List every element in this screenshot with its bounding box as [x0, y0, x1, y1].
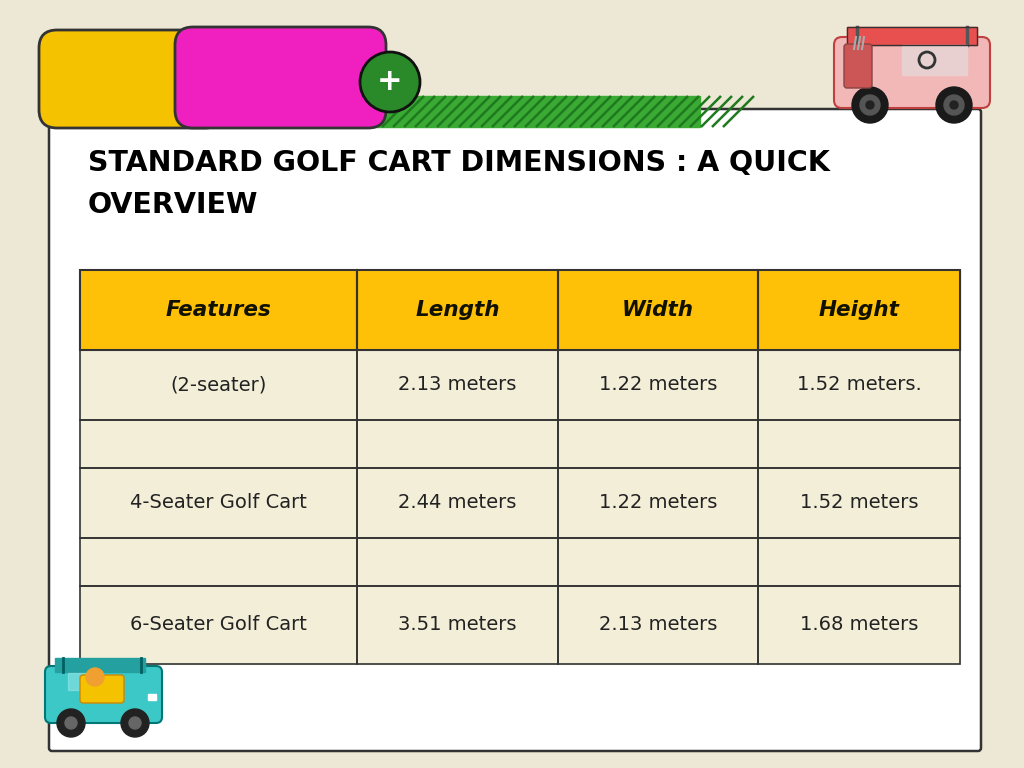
Bar	[80, 270, 357, 350]
Bar	[759, 468, 961, 538]
Polygon shape	[68, 673, 98, 690]
Bar	[759, 538, 961, 586]
Bar	[80, 420, 357, 468]
Circle shape	[950, 101, 958, 109]
Bar	[357, 538, 558, 586]
Circle shape	[936, 87, 972, 123]
Bar	[759, 468, 961, 538]
Bar	[759, 350, 961, 420]
Circle shape	[129, 717, 141, 729]
Text: Width: Width	[623, 300, 694, 320]
Circle shape	[852, 87, 888, 123]
Bar	[759, 420, 961, 468]
Bar	[759, 350, 961, 420]
Bar	[80, 538, 357, 586]
Bar	[357, 350, 558, 420]
Text: 1.52 meters.: 1.52 meters.	[797, 376, 922, 395]
Text: 1.52 meters: 1.52 meters	[800, 494, 919, 512]
FancyBboxPatch shape	[834, 37, 990, 108]
Bar	[55, 658, 145, 672]
FancyBboxPatch shape	[45, 666, 162, 723]
Circle shape	[86, 668, 104, 686]
Circle shape	[57, 709, 85, 737]
Bar	[357, 420, 558, 468]
Bar	[558, 350, 759, 420]
Circle shape	[121, 709, 150, 737]
Bar	[759, 270, 961, 350]
Bar	[80, 350, 357, 420]
Circle shape	[65, 717, 77, 729]
Text: Length: Length	[416, 300, 500, 320]
FancyBboxPatch shape	[844, 44, 872, 88]
Bar	[52, 96, 700, 127]
Bar	[80, 270, 357, 350]
Bar	[759, 270, 961, 350]
Text: 1.68 meters: 1.68 meters	[800, 615, 919, 634]
Text: 3.51 meters: 3.51 meters	[398, 615, 517, 634]
Bar	[357, 350, 558, 420]
Text: OVERVIEW: OVERVIEW	[88, 191, 258, 219]
Bar	[80, 586, 357, 664]
Bar	[357, 468, 558, 538]
Bar	[847, 27, 977, 45]
Text: 4-Seater Golf Cart: 4-Seater Golf Cart	[130, 494, 307, 512]
Bar	[558, 468, 759, 538]
Text: +: +	[377, 68, 402, 97]
Text: 2.13 meters: 2.13 meters	[599, 615, 718, 634]
Bar	[558, 350, 759, 420]
Bar	[357, 586, 558, 664]
Circle shape	[944, 95, 964, 115]
Bar	[558, 270, 759, 350]
Bar	[357, 468, 558, 538]
Text: 2.44 meters: 2.44 meters	[398, 494, 517, 512]
Bar	[558, 468, 759, 538]
Bar	[759, 586, 961, 664]
FancyBboxPatch shape	[39, 30, 223, 128]
Bar	[80, 586, 357, 664]
Bar	[80, 538, 357, 586]
Bar	[759, 420, 961, 468]
Bar	[558, 538, 759, 586]
Bar	[558, 420, 759, 468]
Circle shape	[860, 95, 880, 115]
Text: STANDARD GOLF CART DIMENSIONS : A QUICK: STANDARD GOLF CART DIMENSIONS : A QUICK	[88, 149, 829, 177]
Text: (2-seater): (2-seater)	[170, 376, 267, 395]
FancyBboxPatch shape	[80, 675, 124, 703]
FancyBboxPatch shape	[49, 109, 981, 751]
Bar	[847, 27, 977, 45]
Bar	[357, 586, 558, 664]
Bar	[558, 586, 759, 664]
Text: 6-Seater Golf Cart: 6-Seater Golf Cart	[130, 615, 307, 634]
Bar	[357, 420, 558, 468]
Bar	[558, 586, 759, 664]
Bar	[80, 468, 357, 538]
Bar	[80, 468, 357, 538]
Polygon shape	[902, 45, 967, 75]
Bar	[357, 538, 558, 586]
FancyBboxPatch shape	[175, 27, 386, 128]
Bar	[558, 538, 759, 586]
Bar	[759, 586, 961, 664]
Bar	[80, 350, 357, 420]
Text: 1.22 meters: 1.22 meters	[599, 376, 718, 395]
Bar	[357, 270, 558, 350]
Text: 1.22 meters: 1.22 meters	[599, 494, 718, 512]
Circle shape	[866, 101, 874, 109]
Bar	[80, 420, 357, 468]
Text: Height: Height	[819, 300, 900, 320]
Bar	[759, 538, 961, 586]
Bar	[357, 270, 558, 350]
Bar	[558, 270, 759, 350]
Bar	[148, 694, 156, 700]
Bar	[558, 420, 759, 468]
Text: 2.13 meters: 2.13 meters	[398, 376, 517, 395]
Text: Features: Features	[166, 300, 271, 320]
Circle shape	[360, 52, 420, 112]
